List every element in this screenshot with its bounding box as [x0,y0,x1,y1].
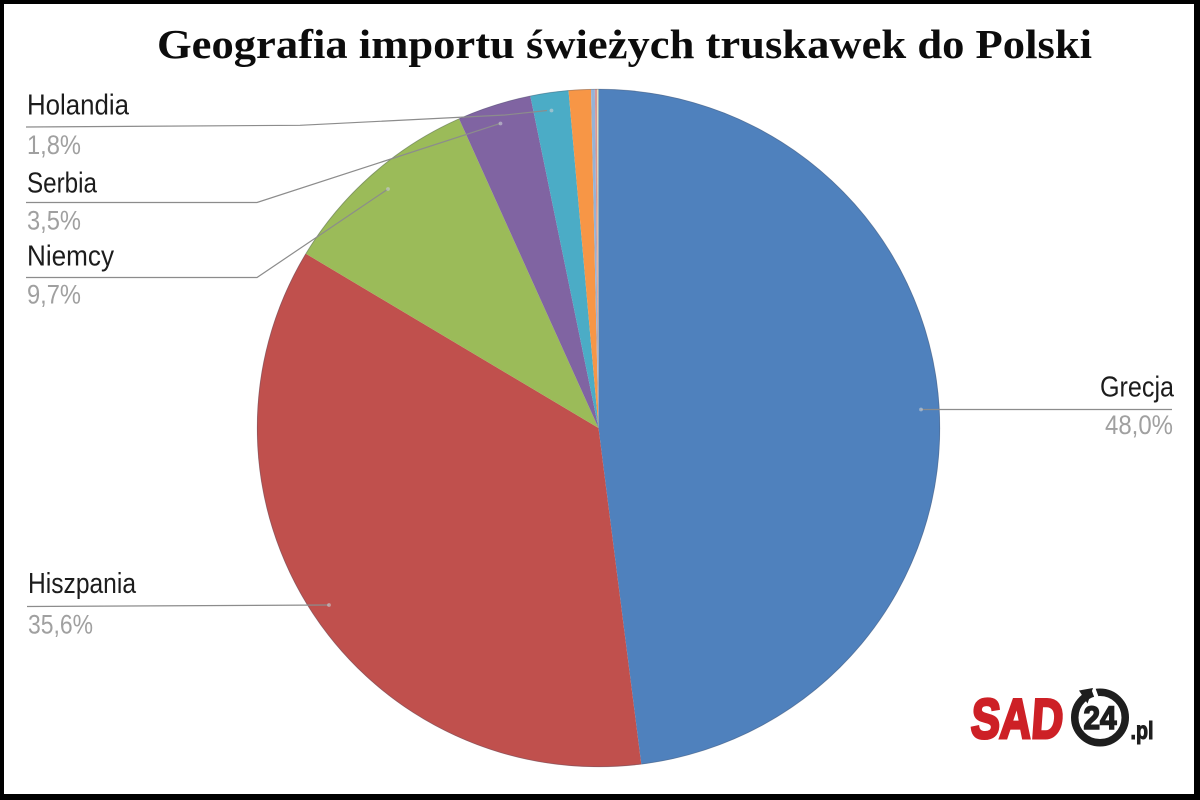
svg-text:9,7%: 9,7% [27,280,81,310]
svg-text:35,6%: 35,6% [28,610,93,640]
svg-text:Geografia importu świeżych tru: Geografia importu świeżych truskawek do … [157,21,1092,67]
svg-text:Niemcy: Niemcy [27,241,114,273]
svg-text:.pl: .pl [1131,717,1154,745]
svg-text:48,0%: 48,0% [1105,410,1173,440]
svg-text:3,5%: 3,5% [27,206,81,236]
svg-text:Grecja: Grecja [1100,372,1175,404]
svg-text:Serbia: Serbia [27,168,98,200]
svg-text:Hiszpania: Hiszpania [28,568,137,600]
svg-text:1,8%: 1,8% [27,130,81,160]
svg-text:Holandia: Holandia [27,90,130,122]
svg-text:SAD: SAD [969,687,1065,750]
svg-text:24: 24 [1084,700,1117,736]
